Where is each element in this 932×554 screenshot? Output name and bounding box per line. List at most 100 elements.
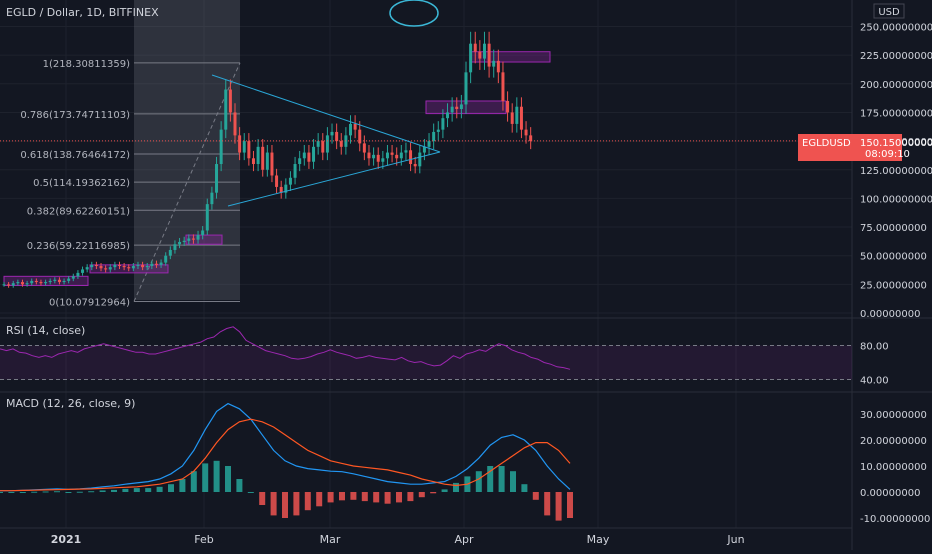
- candle-body: [432, 131, 436, 142]
- candle-body: [173, 244, 177, 250]
- candle: [506, 91, 510, 122]
- candle-body: [7, 284, 11, 286]
- candle: [275, 168, 279, 194]
- price-tick-label: 250.00000000: [860, 23, 932, 34]
- candle-body: [191, 238, 195, 240]
- candle-body: [492, 60, 496, 67]
- candle: [178, 237, 182, 249]
- candle-body: [71, 276, 75, 279]
- candle-body: [422, 146, 426, 153]
- candle: [141, 261, 145, 271]
- price-tick-label: 175.00000000: [860, 108, 932, 119]
- candle-body: [233, 112, 237, 136]
- upper-trendline: [211, 74, 441, 153]
- candle: [330, 123, 334, 144]
- candle: [446, 103, 450, 128]
- candle: [478, 40, 482, 70]
- candle: [113, 261, 117, 271]
- time-axis[interactable]: 2021 Feb Mar Apr May Jun: [51, 533, 745, 546]
- candle: [367, 144, 371, 166]
- candle: [256, 139, 260, 172]
- candle: [71, 273, 75, 282]
- macd-histogram-bar: [270, 492, 277, 516]
- rsi-line: [0, 326, 571, 370]
- candle: [76, 270, 80, 279]
- macd-histogram-bar: [567, 492, 573, 518]
- candle-body: [122, 266, 126, 268]
- candle-body: [99, 266, 103, 269]
- candle: [104, 265, 108, 273]
- candle: [270, 144, 274, 183]
- candle: [515, 97, 519, 133]
- rsi-band: [0, 345, 852, 380]
- macd-histogram-bar: [293, 492, 300, 516]
- candle-body: [34, 280, 38, 283]
- candle: [201, 226, 205, 240]
- candle-body: [358, 129, 362, 144]
- candle-body: [510, 112, 514, 124]
- candle: [529, 127, 533, 150]
- candle-body: [275, 175, 279, 187]
- macd-histogram-bar: [316, 492, 323, 507]
- macd-histogram-bar: [88, 491, 95, 493]
- candle: [145, 262, 149, 271]
- last-price-marker: EGLDUSD 150.15000000 08:09:10: [798, 134, 932, 161]
- candle: [85, 264, 89, 273]
- candle-body: [325, 135, 329, 153]
- currency-label: USD: [878, 7, 900, 18]
- macd-histogram-bar: [99, 490, 106, 492]
- candle: [459, 94, 463, 119]
- candle-body: [20, 282, 24, 285]
- macd-histogram-bar: [544, 492, 551, 516]
- candle-body: [427, 141, 431, 147]
- candle-body: [529, 135, 533, 142]
- candle-body: [228, 89, 232, 113]
- macd-histogram-bar: [373, 492, 380, 503]
- time-tick-label: May: [587, 533, 610, 546]
- candle-body: [464, 72, 468, 105]
- candle-body: [459, 104, 463, 110]
- candle-body: [349, 123, 352, 136]
- candle: [30, 278, 34, 286]
- fib-level-label: 0.618(138.76464172): [20, 150, 130, 161]
- candle: [53, 277, 57, 284]
- candle-body: [187, 238, 191, 241]
- macd-tick-label: 10.00000000: [860, 462, 927, 473]
- candle-body: [478, 51, 482, 59]
- candle: [127, 264, 131, 272]
- candle-body: [353, 123, 357, 130]
- candle-body: [251, 158, 255, 165]
- macd-histogram-bar: [350, 492, 357, 500]
- candle: [62, 278, 66, 285]
- fib-level-label: 0.786(173.74711103): [20, 110, 130, 121]
- price-tick-label: 50.00000000: [860, 252, 927, 263]
- candle: [302, 144, 306, 166]
- rsi-tick-label: 80.00: [860, 342, 889, 353]
- macd-histogram-bar: [145, 488, 152, 492]
- fib-level-label: 0(10.07912964): [49, 297, 130, 308]
- candle-body: [131, 266, 135, 269]
- candle-body: [201, 230, 205, 236]
- signal-line: [0, 418, 571, 492]
- candle-body: [321, 141, 325, 153]
- candle: [298, 150, 302, 172]
- candle: [325, 127, 329, 161]
- candle: [159, 259, 163, 268]
- macd-line: [0, 402, 571, 492]
- candle-body: [307, 152, 311, 162]
- macd-histogram-bar: [19, 492, 26, 493]
- candle-body: [261, 146, 265, 170]
- candle-body: [219, 129, 223, 165]
- macd-title: MACD (12, 26, close, 9): [6, 397, 135, 410]
- candle-body: [496, 60, 500, 73]
- candle-body: [441, 118, 445, 130]
- candle: [39, 279, 43, 286]
- candle: [381, 150, 385, 169]
- candle: [182, 236, 186, 246]
- macd-histogram-bar: [179, 479, 186, 492]
- candle: [316, 133, 320, 155]
- macd-histogram-bar: [407, 492, 414, 502]
- drawn-circle-annotation: [389, 0, 439, 27]
- candle: [293, 156, 297, 185]
